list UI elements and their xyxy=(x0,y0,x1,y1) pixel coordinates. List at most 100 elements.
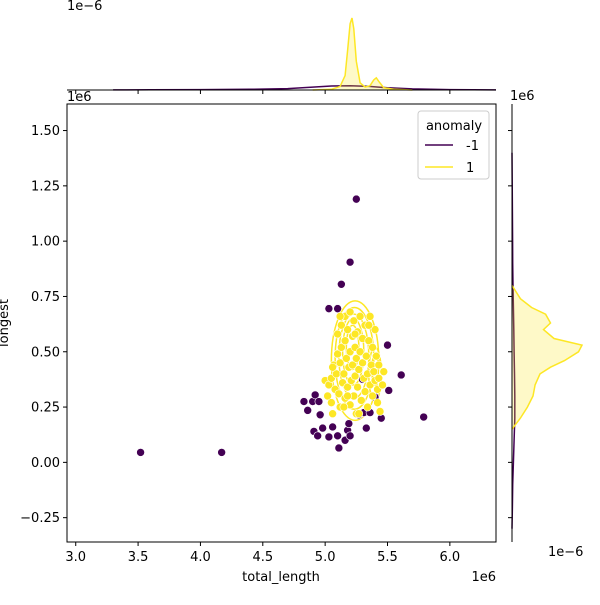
scatter-point-anomaly-1 xyxy=(370,325,380,334)
scatter-point-anomaly-1 xyxy=(368,343,377,352)
top-marginal-curve-anomaly--1 xyxy=(113,84,497,91)
x-tick-label: 3.5 xyxy=(128,550,149,565)
scatter-point-anomaly-1 xyxy=(343,325,352,334)
scatter-point-anomaly-1 xyxy=(364,336,374,345)
scatter-point-anomaly-1 xyxy=(333,329,342,339)
y-tick-label: 1.00 xyxy=(31,235,60,250)
scatter-point-anomaly-1 xyxy=(369,367,379,376)
scatter-point-anomaly-1 xyxy=(358,358,367,368)
scatter-point-anomaly--1 xyxy=(396,370,406,380)
scatter-point-anomaly-1 xyxy=(349,316,359,326)
scatter-point-anomaly--1 xyxy=(324,304,334,313)
scatter-point-anomaly--1 xyxy=(352,194,361,204)
scatter-point-anomaly-1 xyxy=(353,382,362,392)
scatter-point-anomaly-1 xyxy=(343,382,352,392)
scatter-point-anomaly-1 xyxy=(348,360,357,370)
scatter-point-anomaly--1 xyxy=(334,443,344,453)
scatter-point-anomaly-1 xyxy=(374,374,384,383)
scatter-point-anomaly--1 xyxy=(344,419,354,428)
scatter-point-anomaly-1 xyxy=(373,398,382,407)
y-tick-label: 1.50 xyxy=(31,124,60,139)
scatter-point-anomaly-1 xyxy=(335,312,345,321)
scatter-point-anomaly-1 xyxy=(334,389,344,399)
y-axis-offset-label: 1e6 xyxy=(67,90,92,105)
scatter-point-anomaly--1 xyxy=(345,431,355,441)
y-tick-label: 1.25 xyxy=(31,179,60,194)
scatter-point-anomaly-1 xyxy=(328,362,337,372)
scatter-point-anomaly--1 xyxy=(345,257,355,267)
scatter-point-anomaly-1 xyxy=(350,329,360,339)
scatter-point-anomaly-1 xyxy=(355,347,365,357)
legend-title: anomaly xyxy=(426,119,482,134)
top-marginal-curve-anomaly-1 xyxy=(312,17,413,91)
right-marginal-fill-anomaly-1 xyxy=(512,285,582,430)
scatter-point-anomaly-1 xyxy=(327,398,336,407)
kde-contour-line xyxy=(330,300,380,422)
scatter-point-anomaly-1 xyxy=(345,307,355,317)
scatter-point-anomaly-1 xyxy=(365,312,375,321)
x-tick-label: 4.0 xyxy=(190,550,211,565)
y-axis-title: longest xyxy=(0,299,12,347)
legend-box xyxy=(417,110,490,180)
scatter-point-anomaly-1 xyxy=(340,336,350,345)
scatter-point-anomaly-1 xyxy=(339,402,349,412)
scatter-point-anomaly-1 xyxy=(368,391,377,401)
scatter-point-anomaly-1 xyxy=(357,396,366,405)
top-marginal: 1e−6 xyxy=(67,0,497,94)
scatter-point-anomaly-1 xyxy=(360,387,370,396)
x-tick-label: 4.5 xyxy=(252,550,273,565)
scatter-point-anomaly-1 xyxy=(354,409,364,418)
scatter-point-anomaly--1 xyxy=(362,423,371,433)
scatter-point-anomaly-1 xyxy=(343,391,352,401)
x-axis-offset-label: 1e6 xyxy=(471,570,496,585)
top-marginal-fill-anomaly-1 xyxy=(312,18,413,90)
y-tick-label: 0.75 xyxy=(31,290,60,305)
legend-label-anomaly-1: 1 xyxy=(466,161,474,176)
scatter-point-anomaly-1 xyxy=(375,407,385,416)
scatter-point-anomaly-1 xyxy=(342,354,351,363)
x-tick-label: 5.0 xyxy=(315,550,336,565)
y-tick-label: 0.25 xyxy=(31,401,60,416)
scatter-point-anomaly-1 xyxy=(378,380,387,390)
x-tick-label: 3.0 xyxy=(65,550,86,565)
scatter-point-anomaly--1 xyxy=(314,397,324,406)
scatter-point-anomaly--1 xyxy=(333,431,342,441)
scatter-point-anomaly-1 xyxy=(333,349,342,359)
x-tick-label: 5.5 xyxy=(377,550,398,565)
scatter-point-anomaly--1 xyxy=(303,406,312,415)
scatter-point-anomaly--1 xyxy=(328,422,337,432)
right-marginal-count-offset-label: 1e−6 xyxy=(548,545,583,560)
right-marginal-curve-anomaly-1 xyxy=(511,284,584,430)
scatter-point-anomaly-1 xyxy=(337,320,346,330)
y-tick-label: 0.50 xyxy=(31,345,60,360)
scatter-point-anomaly-1 xyxy=(379,367,389,376)
scatter-point-anomaly-1 xyxy=(335,358,345,368)
scatter-point-anomaly-1 xyxy=(371,351,381,361)
main-plot-frame xyxy=(66,103,497,543)
scatter-point-anomaly--1 xyxy=(333,304,342,313)
scatter-point-anomaly--1 xyxy=(324,432,334,442)
scatter-point-anomaly-1 xyxy=(328,409,337,418)
right-marginal: 1e6 1e−6 xyxy=(508,89,583,560)
right-marginal-top-offset-label: 1e6 xyxy=(510,89,535,104)
scatter-point-anomaly--1 xyxy=(217,448,226,457)
scatter-point-anomaly-1 xyxy=(337,343,346,352)
right-marginal-curve-anomaly--1 xyxy=(511,152,516,529)
scatter-point-anomaly-1 xyxy=(323,391,332,401)
scatter-point-anomaly--1 xyxy=(310,390,320,400)
x-tick-label: 6.0 xyxy=(440,550,461,565)
scatter-point-anomaly--1 xyxy=(337,279,346,289)
scatter-point-anomaly--1 xyxy=(315,410,325,420)
scatter-point-anomaly-1 xyxy=(364,320,374,330)
scatter-point-anomaly--1 xyxy=(313,431,322,441)
scatter-point-anomaly-1 xyxy=(339,369,349,379)
scatter-point-anomaly--1 xyxy=(384,386,394,395)
legend-label-anomaly--1: -1 xyxy=(466,139,479,154)
scatter-point-anomaly-1 xyxy=(374,360,384,370)
scatter-point-anomaly--1 xyxy=(318,423,327,433)
x-axis-title: total_length xyxy=(242,570,320,585)
scatter-point-anomaly-1 xyxy=(362,351,371,361)
scatter-point-anomaly--1 xyxy=(383,340,392,350)
scatter-point-anomaly-1 xyxy=(363,402,372,412)
